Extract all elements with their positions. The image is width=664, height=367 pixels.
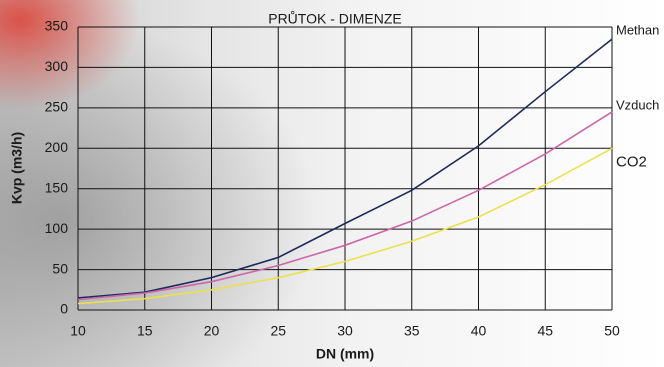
y-tick-label: 50 xyxy=(52,260,68,276)
x-axis-label: DN (mm) xyxy=(316,346,374,362)
y-tick-label: 200 xyxy=(45,139,69,155)
x-tick-label: 40 xyxy=(471,323,487,339)
series-label: Vzduch xyxy=(616,97,659,112)
x-tick-label: 30 xyxy=(337,323,353,339)
chart-title: PRŮTOK - DIMENZE xyxy=(268,10,402,27)
x-tick-label: 25 xyxy=(270,323,286,339)
x-tick-label: 20 xyxy=(204,323,220,339)
series-line xyxy=(77,147,613,305)
x-tick-label: 35 xyxy=(404,323,420,339)
x-tick-label: 15 xyxy=(137,323,153,339)
y-tick-label: 100 xyxy=(45,220,69,236)
series-label: Methan xyxy=(616,23,659,38)
series-line xyxy=(77,111,613,301)
x-tick-label: 10 xyxy=(70,323,86,339)
y-tick-label: 300 xyxy=(45,58,69,74)
x-tick-label: 45 xyxy=(537,323,553,339)
series-label: CO2 xyxy=(616,153,647,170)
y-tick-label: 150 xyxy=(45,179,69,195)
y-tick-label: 0 xyxy=(60,301,68,317)
y-axis-label: Kvp (m3/h) xyxy=(9,132,25,204)
x-tick-label: 50 xyxy=(604,323,620,339)
series-line xyxy=(77,38,613,299)
y-tick-label: 250 xyxy=(45,99,69,115)
y-tick-label: 350 xyxy=(45,18,69,34)
